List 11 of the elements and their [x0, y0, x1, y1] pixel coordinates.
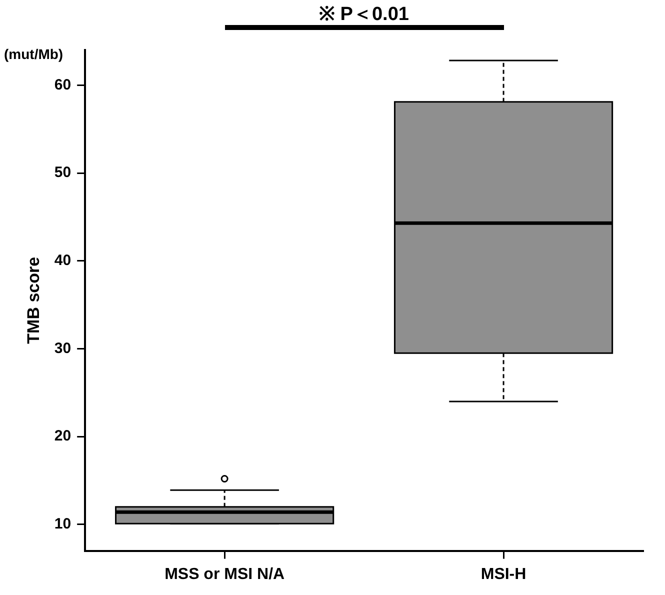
y-axis-title: TMB score	[24, 256, 43, 344]
x-tick-label: MSI-H	[480, 566, 526, 583]
y-tick-label: 20	[54, 428, 72, 445]
text: (mut/Mb)	[4, 46, 64, 62]
text: ※ P＜0.01	[319, 3, 409, 27]
y-tick-label: 40	[54, 252, 72, 270]
y-tick-label: 50	[54, 164, 72, 182]
y-tick-label: 60	[54, 76, 72, 94]
x-tick-label: MSS or MSI N/A	[164, 566, 286, 583]
y-tick-label: 10	[54, 516, 72, 533]
y-tick-label: 30	[54, 340, 72, 357]
